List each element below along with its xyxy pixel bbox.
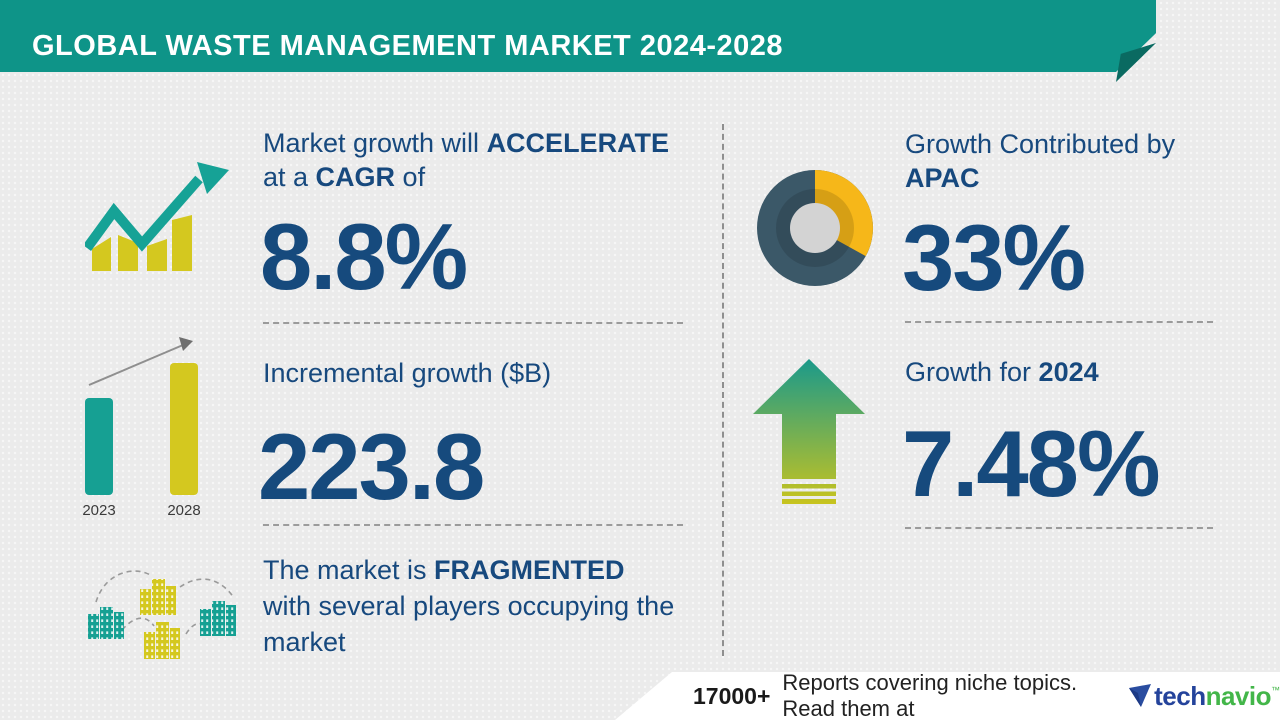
growth-up-arrow-icon bbox=[753, 359, 865, 504]
footer-bar: 17000+ Reports covering niche topics. Re… bbox=[615, 672, 1280, 720]
incremental-growth-value: 223.8 bbox=[258, 414, 485, 519]
dashed-divider bbox=[263, 322, 683, 324]
growth-2024-value: 7.48% bbox=[902, 411, 1161, 516]
caption-fragmented: FRAGMENTED bbox=[434, 555, 625, 585]
apac-caption: Growth Contributed by bbox=[905, 129, 1176, 159]
incremental-growth-label: Incremental growth ($B) bbox=[263, 358, 552, 388]
growth-2024-caption: Growth for 2024 bbox=[905, 355, 1099, 389]
caption-text: of bbox=[395, 162, 426, 192]
footer-message: Reports covering niche topics. Read them… bbox=[782, 670, 1078, 720]
year-end-label: 2028 bbox=[167, 502, 200, 519]
caption-text: with several players occupying the bbox=[263, 591, 675, 621]
technavio-triangle-icon bbox=[1129, 684, 1152, 707]
brand-tech: tech bbox=[1154, 680, 1206, 711]
caption-text: market bbox=[263, 627, 346, 657]
apac-share-value: 33% bbox=[902, 205, 1086, 310]
fragmented-market-buildings-icon bbox=[88, 570, 236, 659]
header-ribbon bbox=[0, 0, 1156, 72]
caption-text: Market growth will bbox=[263, 128, 487, 158]
trademark-symbol: ™ bbox=[1271, 684, 1280, 695]
dashed-divider bbox=[263, 524, 683, 526]
technavio-logo: tech navio ™ bbox=[1129, 681, 1280, 712]
vertical-dashed-divider bbox=[722, 124, 724, 656]
growth-trend-chart-icon bbox=[85, 162, 229, 271]
caption-text: Growth for bbox=[905, 357, 1039, 387]
caption-2024: 2024 bbox=[1038, 357, 1099, 387]
incremental-growth-bars-icon: 2023 2028 bbox=[82, 337, 201, 519]
brand-navio: navio bbox=[1205, 680, 1272, 711]
caption-text: at a bbox=[263, 162, 316, 192]
apac-region-label: APAC bbox=[905, 163, 980, 193]
cagr-caption: Market growth will ACCELERATE at a CAGR … bbox=[263, 126, 669, 194]
dashed-divider bbox=[905, 527, 1213, 529]
dashed-divider bbox=[905, 321, 1213, 323]
cagr-value: 8.8% bbox=[260, 204, 468, 309]
caption-accelerate: ACCELERATE bbox=[486, 128, 670, 158]
fragmented-caption: The market is FRAGMENTED with several pl… bbox=[263, 552, 674, 660]
reports-count: 17000+ bbox=[693, 682, 771, 709]
page-title: GLOBAL WASTE MANAGEMENT MARKET 2024-2028 bbox=[32, 30, 784, 62]
apac-donut-chart-icon bbox=[757, 170, 873, 286]
caption-text: The market is bbox=[263, 555, 435, 585]
year-start-label: 2023 bbox=[82, 502, 115, 519]
caption-cagr: CAGR bbox=[315, 162, 396, 192]
